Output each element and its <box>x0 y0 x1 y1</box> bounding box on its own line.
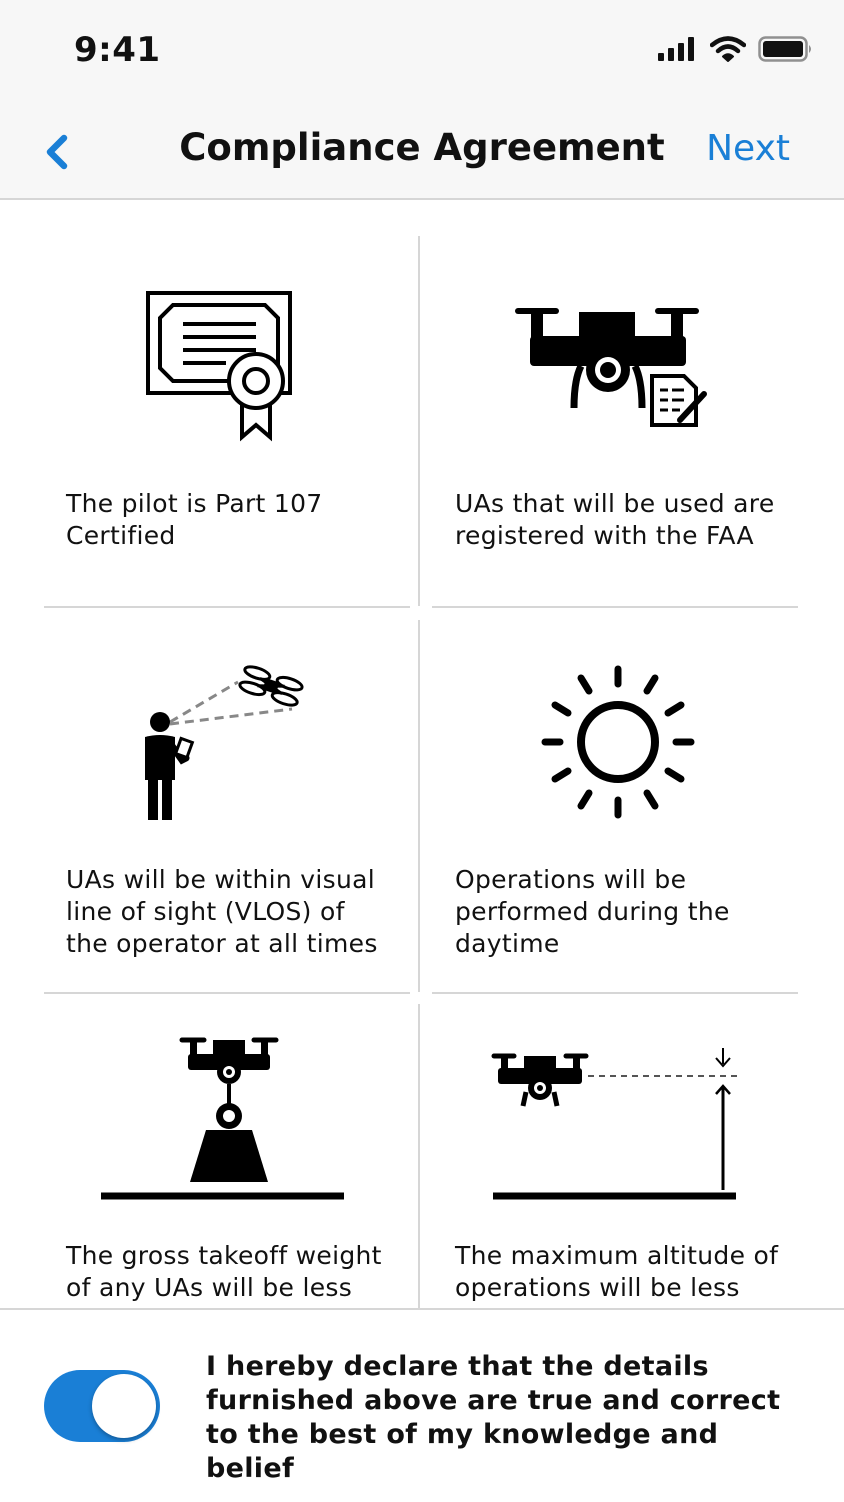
item-label: UAs that will be used are registered wit… <box>455 489 775 550</box>
sun-icon <box>541 665 695 819</box>
column-divider <box>418 620 420 992</box>
drone-altitude-icon <box>491 1048 738 1200</box>
row-divider <box>44 992 410 994</box>
column-divider <box>418 236 420 606</box>
declaration-text: I hereby declare that the details furnis… <box>206 1351 781 1484</box>
compliance-grid: The pilot is Part 107 Certified UAs that… <box>0 200 844 1308</box>
row-divider <box>432 606 798 608</box>
status-time: 9:41 <box>74 30 161 70</box>
status-icons <box>658 36 814 62</box>
item-label: The pilot is Part 107 Certified <box>66 489 323 550</box>
column-divider <box>418 1004 420 1308</box>
wifi-icon <box>710 36 746 62</box>
toggle-knob <box>92 1374 156 1438</box>
compliance-item-max-altitude: The maximum altitude of operations will … <box>422 1004 802 1308</box>
battery-icon <box>758 36 811 62</box>
page-title: Compliance Agreement <box>179 126 665 169</box>
signal-icon <box>658 37 694 61</box>
declaration-bar: I hereby declare that the details furnis… <box>0 1308 844 1502</box>
item-label: Operations will be performed during the … <box>455 865 730 958</box>
pilot-line-of-sight-icon <box>145 665 304 820</box>
status-bar: 9:41 <box>0 0 844 100</box>
chevron-left-icon <box>46 134 68 170</box>
declaration-toggle[interactable] <box>44 1370 160 1442</box>
compliance-item-faa-registration: UAs that will be used are registered wit… <box>422 200 802 600</box>
drone-document-icon <box>515 308 707 427</box>
item-label: The gross takeoff weight of any UAs will… <box>66 1241 382 1302</box>
compliance-item-vlos: UAs will be within visual line of sight … <box>30 620 410 1000</box>
compliance-item-daytime: Operations will be performed during the … <box>422 620 802 1000</box>
back-button[interactable] <box>40 130 80 174</box>
certificate-icon <box>146 291 292 442</box>
item-label: The maximum altitude of operations will … <box>455 1241 779 1302</box>
row-divider <box>432 992 798 994</box>
compliance-item-takeoff-weight: The gross takeoff weight of any UAs will… <box>30 1004 410 1308</box>
item-label: UAs will be within visual line of sight … <box>66 865 378 958</box>
compliance-item-part107: The pilot is Part 107 Certified <box>30 200 410 600</box>
row-divider <box>44 606 410 608</box>
navigation-bar: Compliance Agreement Next <box>0 100 844 200</box>
drone-weight-icon <box>101 1037 344 1200</box>
next-button[interactable]: Next <box>706 128 790 169</box>
